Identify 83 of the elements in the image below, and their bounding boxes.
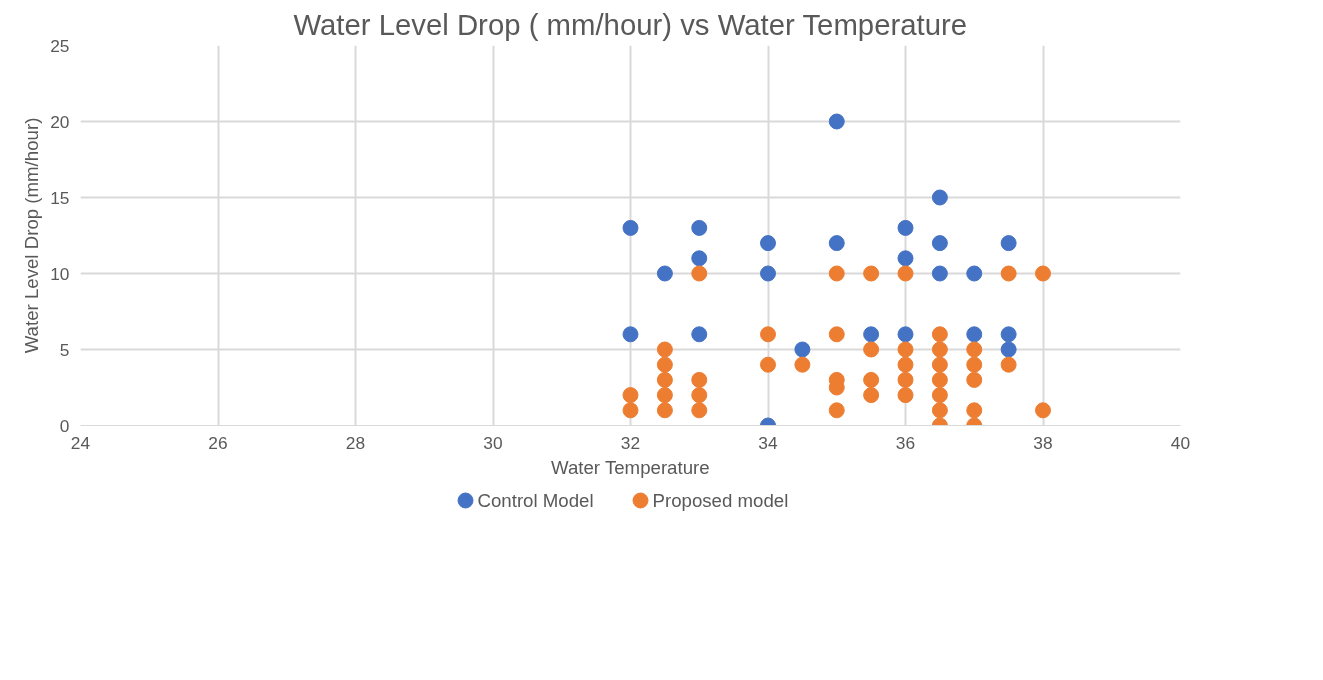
- point: [931, 371, 948, 388]
- point: [931, 356, 948, 373]
- y-tick-label: 15: [50, 187, 70, 208]
- y-tick-label: 20: [50, 111, 70, 132]
- point: [966, 371, 983, 388]
- legend-label: Control Model: [477, 490, 594, 511]
- x-axis-title: Water Temperature: [551, 456, 710, 478]
- y-tick-label: 25: [50, 35, 70, 56]
- point: [828, 113, 845, 130]
- point: [622, 387, 639, 404]
- point: [828, 265, 845, 282]
- y-tick-label: 0: [59, 415, 70, 436]
- point: [828, 326, 845, 343]
- point: [691, 402, 708, 419]
- point: [794, 356, 811, 373]
- x-tick-label: 26: [208, 432, 228, 453]
- point: [691, 265, 708, 282]
- point: [622, 326, 639, 343]
- point: [966, 326, 983, 343]
- point: [897, 387, 914, 404]
- point: [691, 250, 708, 267]
- point: [931, 265, 948, 282]
- point: [897, 356, 914, 373]
- chart-title: Water Level Drop ( mm/hour) vs Water Temperature: [293, 7, 968, 41]
- x-tick-label: 30: [483, 432, 503, 453]
- point: [794, 341, 811, 358]
- point: [1035, 265, 1051, 282]
- point: [931, 402, 948, 419]
- point: [863, 371, 880, 388]
- point: [897, 326, 914, 343]
- x-tick-label: 38: [1033, 432, 1053, 453]
- point: [656, 402, 673, 419]
- point: [760, 356, 776, 373]
- point: [931, 189, 948, 206]
- legend-label: Proposed model: [652, 490, 789, 511]
- x-tick-label: 24: [70, 432, 91, 453]
- point: [1000, 326, 1017, 343]
- point: [966, 265, 983, 282]
- point: [1035, 402, 1051, 419]
- point: [691, 371, 708, 388]
- point: [931, 235, 948, 252]
- point: [656, 341, 673, 358]
- point: [828, 402, 845, 419]
- point: [931, 341, 948, 358]
- point: [656, 356, 673, 373]
- point: [1000, 265, 1017, 282]
- point: [863, 341, 880, 358]
- point: [760, 235, 776, 252]
- point: [897, 250, 914, 267]
- point: [1000, 235, 1017, 252]
- point: [691, 326, 708, 343]
- point: [897, 265, 914, 282]
- point: [966, 402, 983, 419]
- point: [863, 387, 880, 404]
- x-tick-label: 36: [895, 432, 916, 453]
- point: [863, 326, 880, 343]
- point: [1000, 356, 1017, 373]
- x-tick-label: 28: [345, 432, 366, 453]
- point: [897, 371, 914, 388]
- point: [828, 235, 845, 252]
- point: [691, 219, 708, 236]
- y-tick-label: 5: [59, 339, 70, 360]
- point: [622, 219, 639, 236]
- point: [656, 371, 673, 388]
- point: [760, 265, 776, 282]
- point: [656, 387, 673, 404]
- point: [897, 341, 914, 358]
- x-tick-label: 34: [758, 432, 778, 453]
- point: [1000, 341, 1017, 358]
- x-tick-label: 32: [620, 432, 641, 453]
- point: [966, 356, 983, 373]
- point: [931, 387, 948, 404]
- point: [966, 341, 983, 358]
- point: [622, 402, 639, 419]
- y-tick-label: 10: [50, 263, 70, 284]
- point: [691, 387, 708, 404]
- point: [760, 326, 776, 343]
- x-tick-label: 40: [1170, 432, 1191, 453]
- y-axis-title: Water Level Drop (mm/hour): [21, 117, 43, 354]
- point: [897, 219, 914, 236]
- point: [931, 326, 948, 343]
- point: [863, 265, 880, 282]
- point: [656, 265, 673, 282]
